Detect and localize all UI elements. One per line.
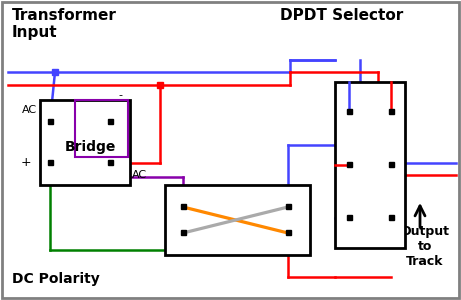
Bar	[48, 119, 53, 124]
Text: Transformer
Input: Transformer Input	[12, 8, 117, 41]
Bar	[165, 185, 310, 255]
Bar	[181, 204, 186, 209]
Bar	[347, 109, 352, 114]
Text: AC: AC	[132, 170, 147, 180]
Bar	[108, 119, 113, 124]
Text: Bridge: Bridge	[65, 140, 116, 154]
Bar	[347, 162, 352, 167]
Text: DPDT Selector: DPDT Selector	[280, 8, 403, 23]
Bar	[75, 100, 128, 157]
Bar	[347, 215, 352, 220]
Bar	[389, 215, 394, 220]
Bar	[335, 82, 405, 248]
Bar	[286, 204, 291, 209]
Bar	[389, 162, 394, 167]
Bar	[286, 230, 291, 235]
Bar	[108, 160, 113, 165]
Text: AC: AC	[22, 105, 37, 115]
Text: -: -	[118, 90, 122, 100]
Text: Output
to
Track: Output to Track	[401, 225, 449, 268]
Text: +: +	[21, 157, 31, 169]
Bar	[181, 230, 186, 235]
Bar	[48, 160, 53, 165]
Bar	[389, 109, 394, 114]
Text: DC Polarity: DC Polarity	[12, 272, 100, 286]
Bar	[40, 100, 130, 185]
